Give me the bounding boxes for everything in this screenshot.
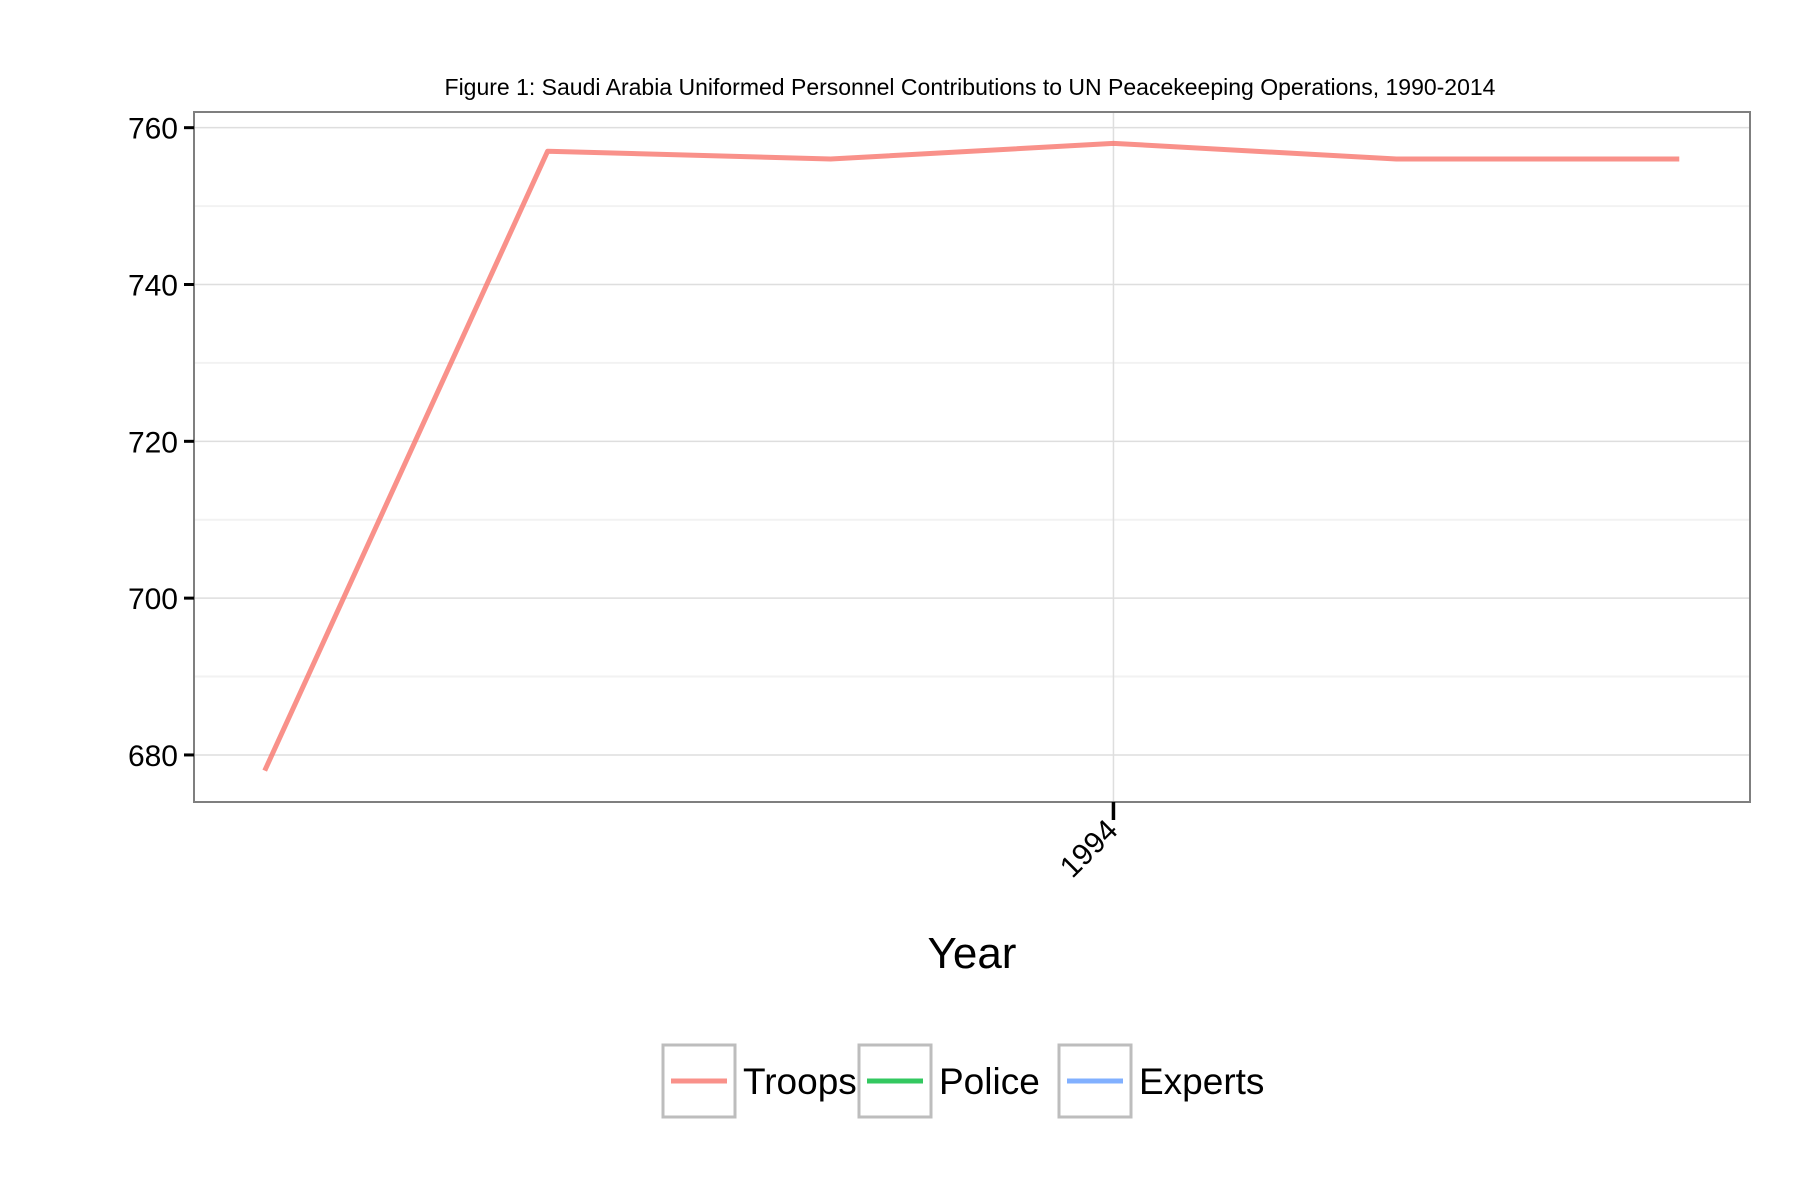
legend-label: Police: [939, 1061, 1040, 1102]
y-axis: 680 700 720 740 760: [128, 113, 194, 773]
legend-label: Troops: [743, 1061, 857, 1102]
legend-label: Experts: [1139, 1061, 1264, 1102]
chart-title: Figure 1: Saudi Arabia Uniformed Personn…: [445, 74, 1496, 100]
plot-border: [193, 111, 1751, 803]
y-tick-label: 720: [128, 426, 178, 459]
series-line-troops: [262, 140, 1680, 772]
x-axis-title: Year: [928, 929, 1017, 978]
series-lines: [262, 140, 1680, 772]
y-tick-label: 700: [128, 583, 178, 616]
plot-panel: [194, 112, 1750, 802]
x-axis: 1994: [1054, 802, 1125, 885]
x-tick-label: 1994: [1054, 814, 1125, 885]
legend-item-troops: Troops: [661, 1043, 857, 1119]
y-tick-label: 680: [128, 740, 178, 773]
y-tick-label: 760: [128, 113, 178, 146]
legend-item-experts: Experts: [1057, 1043, 1264, 1119]
y-tick-label: 740: [128, 270, 178, 303]
legend-item-police: Police: [857, 1043, 1040, 1119]
legend: Troops Police Experts: [661, 1043, 1264, 1119]
